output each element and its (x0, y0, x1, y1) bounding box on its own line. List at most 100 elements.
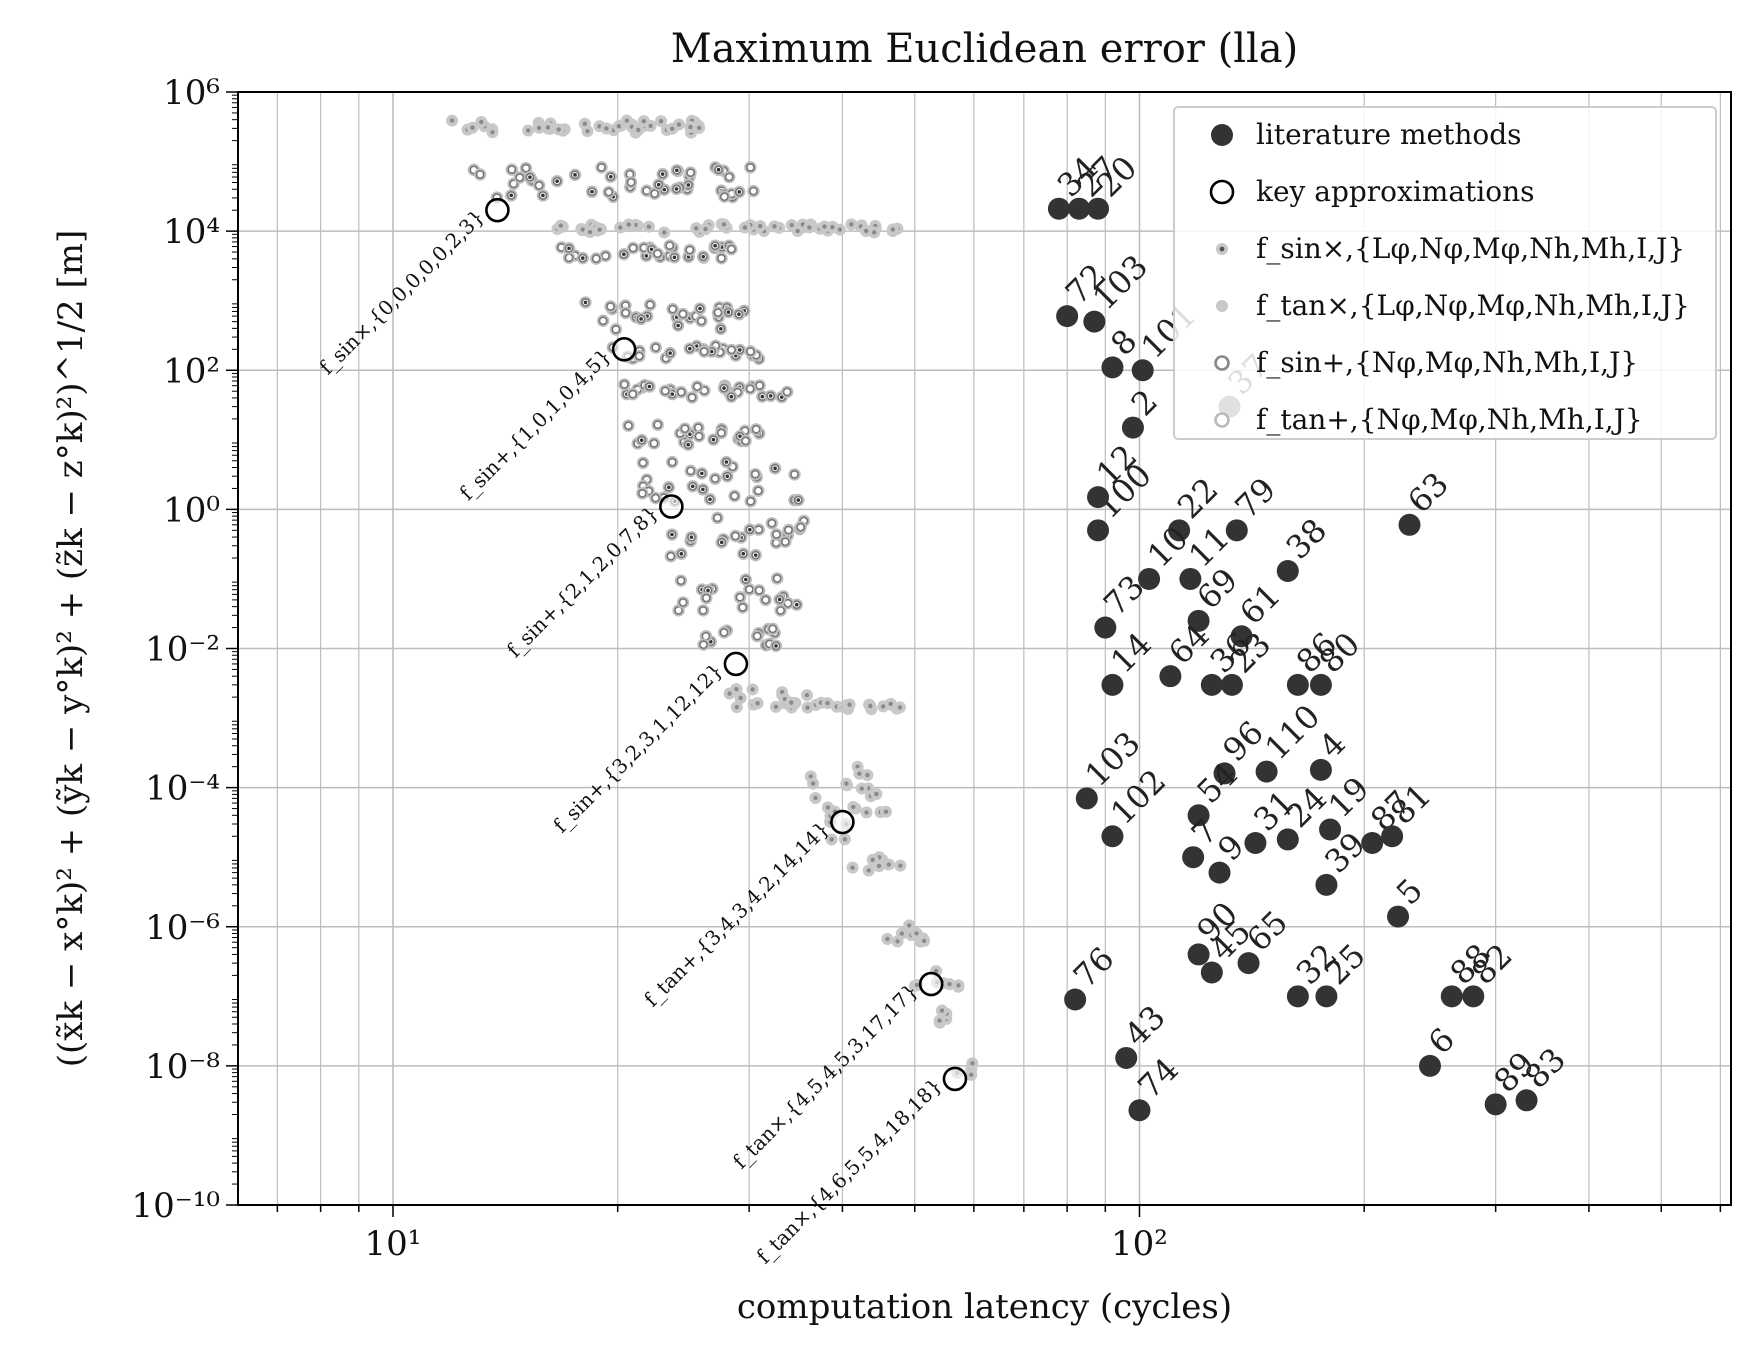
candidate-point (796, 498, 801, 502)
candidate-point (618, 225, 623, 230)
candidate-point (698, 605, 708, 615)
candidate-point (947, 981, 952, 987)
candidate-point (645, 300, 655, 310)
candidate-clouds (446, 114, 979, 1081)
y-tick-label: 10⁰ (163, 490, 220, 530)
candidate-point (679, 551, 684, 556)
literature-point (1115, 1046, 1138, 1069)
literature-point (1484, 1093, 1507, 1116)
candidate-point (737, 190, 742, 194)
candidate-point (779, 689, 785, 695)
candidate-point (829, 837, 834, 842)
candidate-point (611, 324, 621, 334)
candidate-point (713, 308, 723, 317)
candidate-point (698, 306, 702, 311)
literature-point (1309, 673, 1332, 696)
literature-point (1128, 1099, 1151, 1122)
candidate-point (670, 392, 675, 396)
candidate-point (753, 486, 763, 496)
candidate-point (678, 598, 688, 607)
candidate-point (755, 381, 765, 390)
literature-point (1187, 943, 1210, 966)
key-approximation-label: f_tan×,{4,5,4,5,3,17,17} (728, 979, 923, 1174)
candidate-point (676, 323, 680, 328)
candidate-point (646, 224, 652, 229)
candidate-point (888, 701, 893, 707)
candidate-point (822, 224, 827, 229)
candidate-point (626, 177, 636, 187)
candidate-point (774, 644, 778, 648)
axis-ticks: 10¹ 10² 10⁶ 10⁴ 10² 10⁰ 10⁻² 10⁻⁴ 10⁻⁶ 10⁻⁸ 10⁻¹⁰ (132, 73, 1722, 1264)
literature-point (1101, 673, 1124, 696)
candidate-point (658, 118, 664, 124)
candidate-point (742, 225, 748, 230)
candidate-point (668, 351, 672, 355)
literature-point (1387, 905, 1410, 928)
candidate-point (760, 394, 765, 399)
legend-label: f_tan×,{Lφ,Nφ,Mφ,Nh,Mh,I,J} (1256, 289, 1690, 322)
candidate-point (737, 312, 741, 317)
candidate-point (744, 577, 748, 582)
literature-point (1309, 758, 1332, 781)
literature-point (1361, 831, 1384, 854)
candidate-point (857, 771, 862, 776)
candidate-point (449, 118, 455, 123)
candidate-point (656, 182, 661, 187)
candidate-point (674, 187, 679, 191)
candidate-point (754, 525, 764, 535)
candidate-point (624, 118, 629, 123)
candidate-point (621, 308, 631, 318)
candidate-point (734, 686, 739, 692)
candidate-point (851, 804, 856, 810)
candidate-point (697, 316, 706, 326)
candidate-point (692, 382, 702, 391)
candidate-point (784, 525, 793, 535)
candidate-point (750, 687, 755, 692)
candidate-point (754, 585, 764, 595)
candidate-point (509, 193, 514, 198)
candidate-point (789, 700, 794, 705)
candidate-point (639, 317, 643, 321)
candidate-point (534, 181, 544, 190)
candidate-point (710, 474, 720, 484)
x-tick-label: 10¹ (365, 1224, 422, 1264)
candidate-point (868, 703, 873, 709)
literature-point (1083, 310, 1106, 333)
key-approximation-point (723, 651, 749, 677)
candidate-point (727, 691, 732, 696)
candidate-point (676, 387, 686, 397)
candidate-point (694, 431, 704, 441)
literature-point (1319, 818, 1342, 841)
candidate-point (647, 384, 652, 389)
candidate-point (661, 230, 667, 235)
candidate-point (752, 631, 762, 641)
candidate-point (674, 605, 683, 615)
candidate-point (711, 437, 716, 442)
candidate-point (687, 393, 697, 402)
candidate-point (876, 863, 882, 869)
candidate-point (713, 513, 722, 523)
candidate-point (746, 496, 756, 506)
literature-point (1101, 825, 1124, 848)
key-approximation-point (611, 337, 637, 362)
literature-point (1187, 804, 1210, 827)
literature-point (1225, 519, 1248, 542)
candidate-point (608, 174, 613, 179)
candidate-point (703, 226, 708, 232)
literature-point (1200, 673, 1223, 696)
candidate-point (773, 466, 777, 471)
candidate-point (651, 493, 660, 503)
literature-point (1159, 665, 1182, 688)
candidate-point (847, 702, 852, 707)
candidate-point (648, 123, 653, 129)
candidate-point (573, 173, 577, 177)
y-tick-label: 10⁻⁶ (145, 908, 220, 948)
literature-point (1064, 988, 1087, 1011)
candidate-point (649, 438, 659, 448)
y-tick-label: 10⁻¹⁰ (132, 1186, 220, 1226)
candidate-point (777, 597, 782, 602)
candidate-point (790, 469, 799, 479)
candidate-point (921, 938, 927, 944)
y-tick-label: 10⁶ (163, 73, 220, 113)
key-approximation-point (830, 809, 855, 835)
